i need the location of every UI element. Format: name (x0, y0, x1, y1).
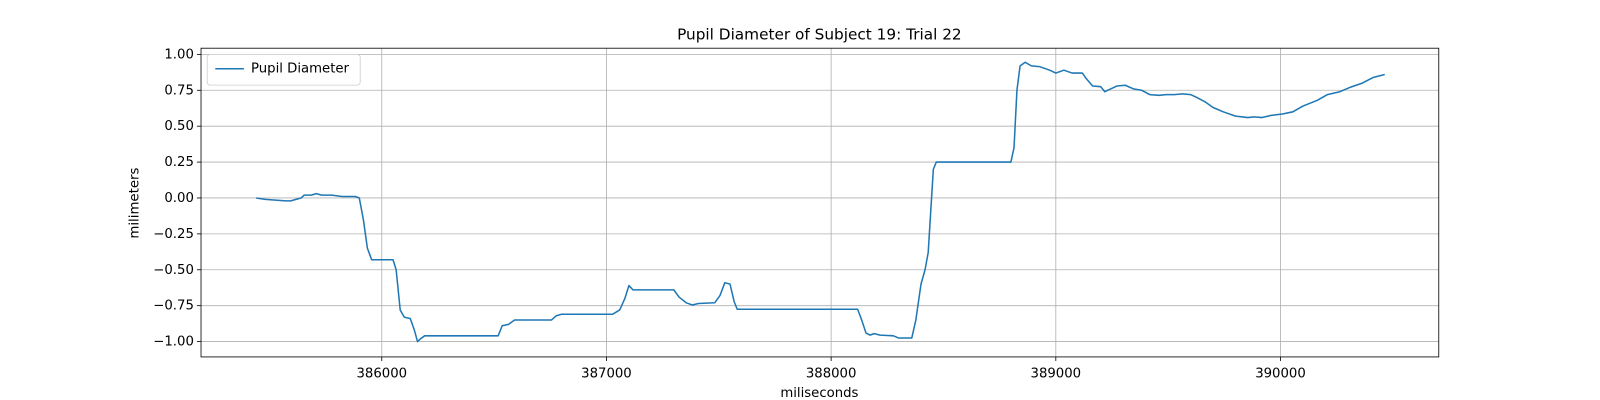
data-line (256, 61, 1385, 343)
legend-label: Pupil Diameter (251, 62, 350, 77)
y-tick-label: 0.75 (164, 83, 194, 98)
y-tick-label: −0.25 (153, 227, 194, 242)
y-tick-label: 0.50 (164, 119, 194, 134)
y-tick-label: 0.25 (164, 155, 194, 170)
y-axis-label: milimeters (128, 167, 143, 238)
x-axis-label: miliseconds (780, 386, 858, 400)
axes-frame (200, 47, 1440, 358)
x-tick-label: 388000 (806, 366, 857, 381)
chart-title: Pupil Diameter of Subject 19: Trial 22 (677, 25, 962, 43)
x-tick-label: 386000 (356, 366, 407, 381)
x-tick-label: 390000 (1255, 366, 1306, 381)
x-tick-label: 387000 (581, 366, 632, 381)
y-tick-label: −0.50 (153, 263, 194, 278)
legend-box (206, 53, 361, 86)
x-tick-label: 389000 (1031, 366, 1082, 381)
y-tick-label: 1.00 (164, 47, 194, 62)
y-tick-label: −0.75 (153, 299, 194, 314)
y-tick-label: −1.00 (153, 335, 194, 350)
y-tick-label: 0.00 (164, 191, 194, 206)
